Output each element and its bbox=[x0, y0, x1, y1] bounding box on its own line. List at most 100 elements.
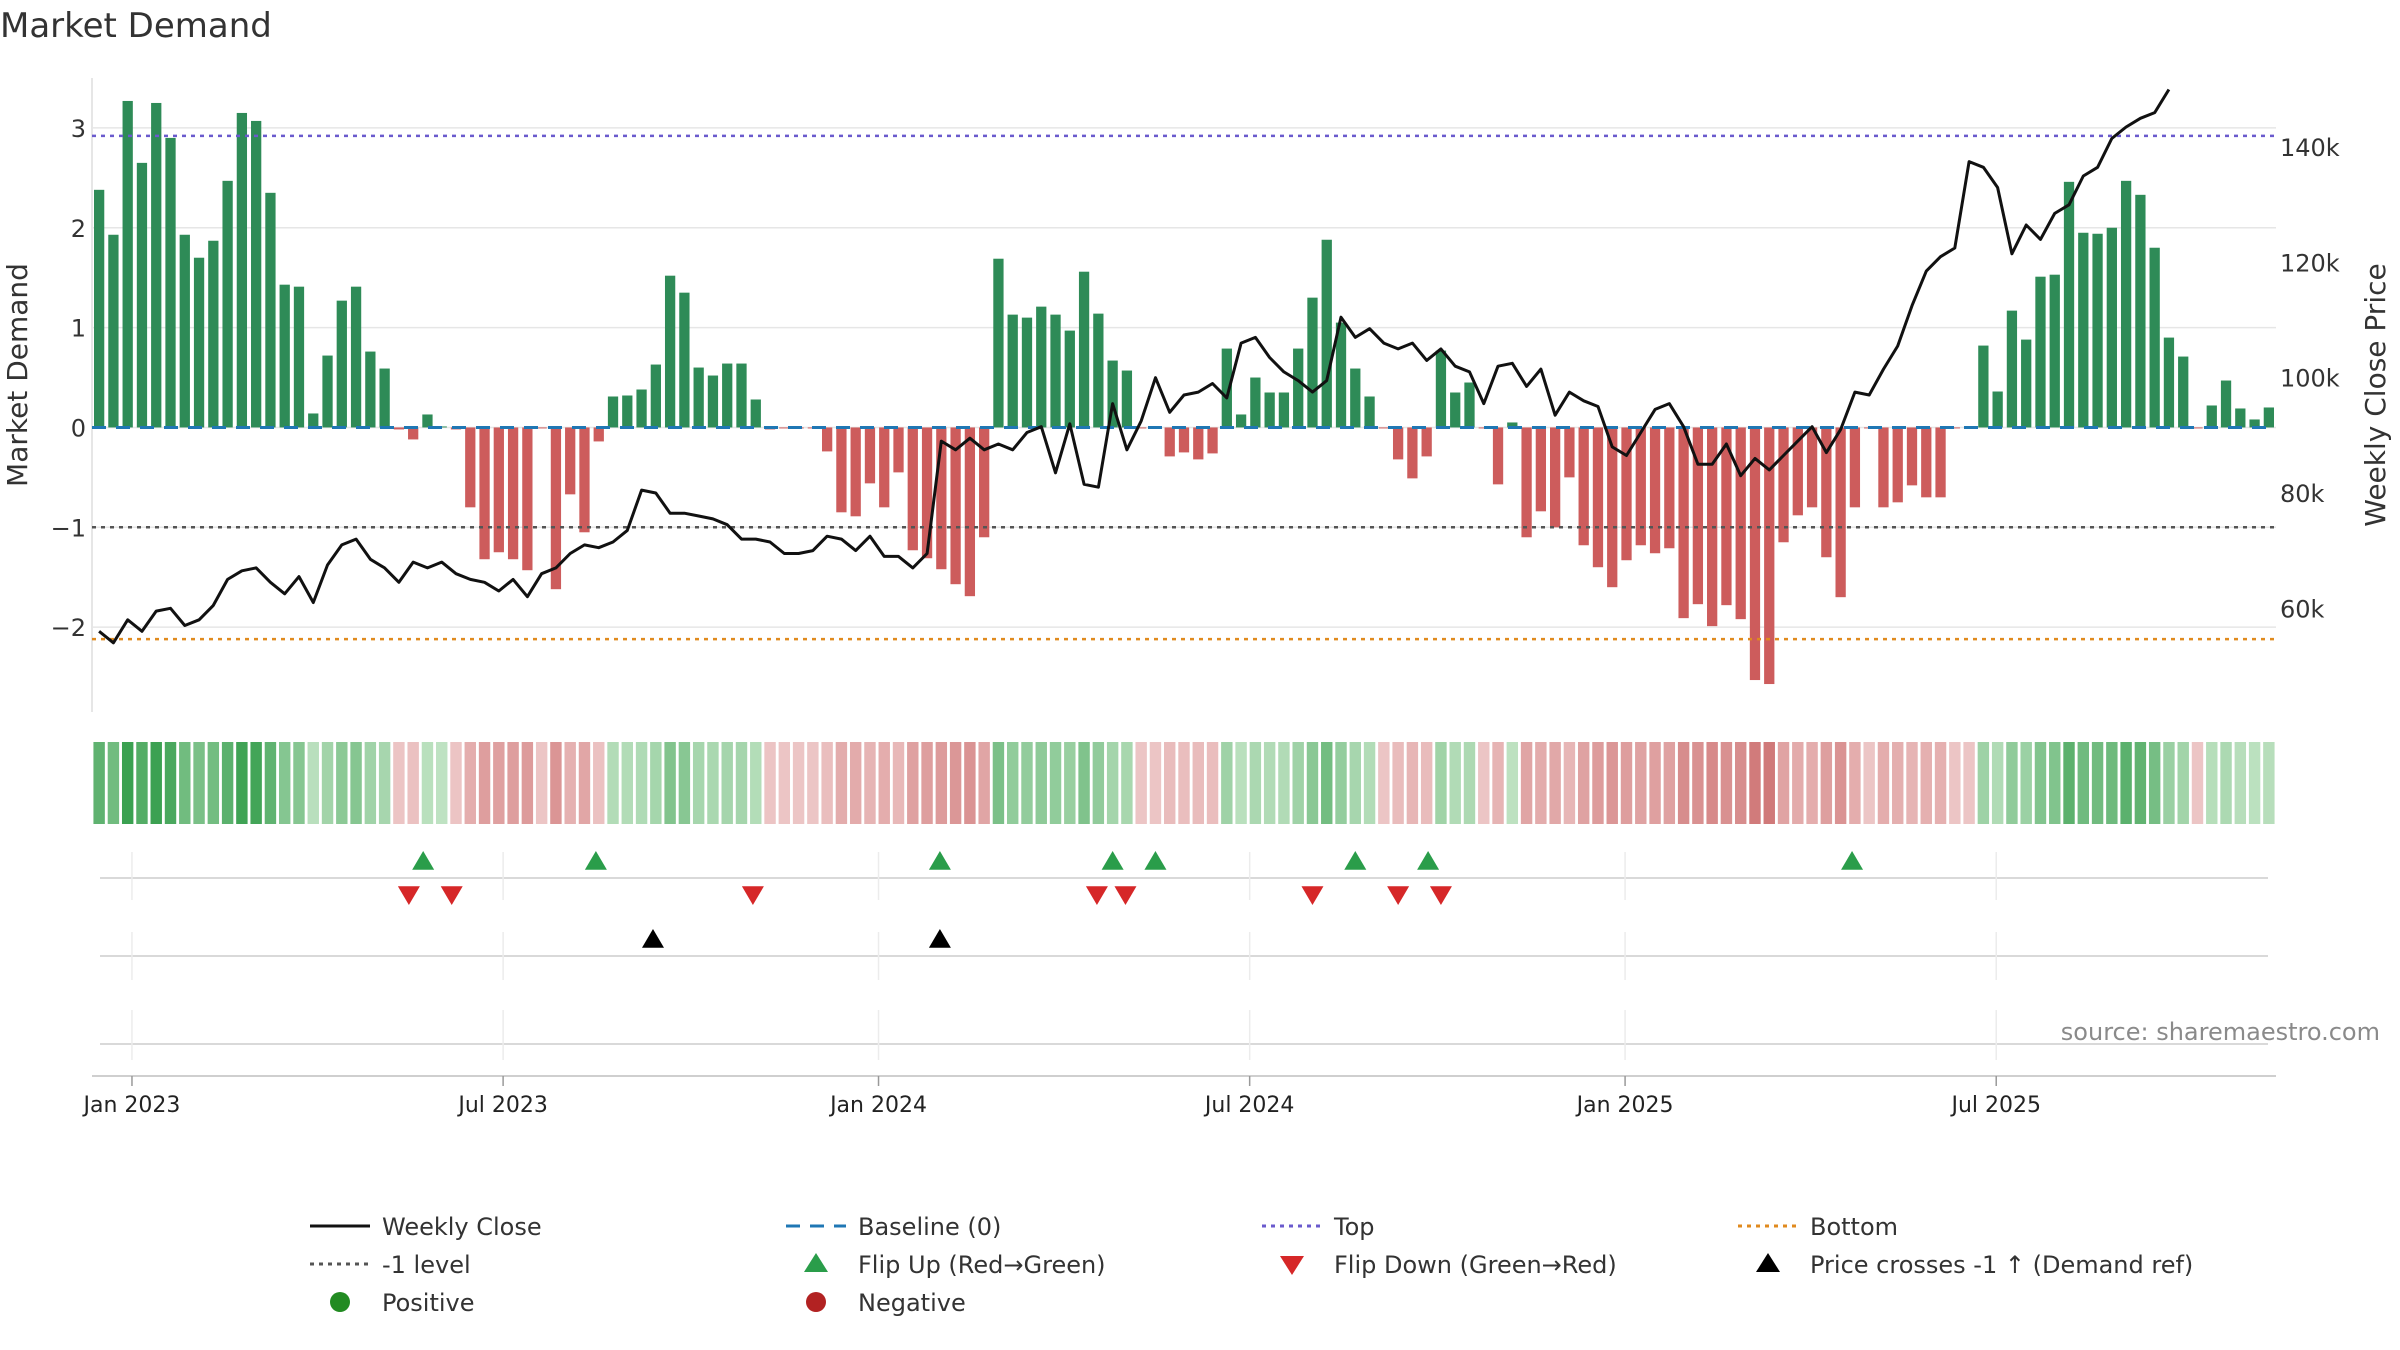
heat-cell bbox=[1635, 742, 1647, 824]
heat-cell bbox=[621, 742, 634, 824]
flip-down-marker bbox=[1301, 886, 1324, 905]
demand-bar bbox=[1464, 382, 1475, 428]
demand-bar bbox=[465, 427, 476, 508]
demand-bar bbox=[1792, 427, 1803, 516]
demand-bar bbox=[2135, 194, 2146, 428]
heat-cell bbox=[1420, 742, 1433, 824]
y-axis-right-label: Weekly Close Price bbox=[2359, 263, 2392, 526]
heat-cell bbox=[1592, 742, 1604, 824]
demand-bar bbox=[736, 363, 747, 428]
heat-cell bbox=[2091, 742, 2104, 824]
demand-bar bbox=[165, 137, 176, 428]
demand-bar bbox=[2049, 274, 2060, 428]
demand-bar bbox=[408, 427, 419, 440]
heat-cell bbox=[150, 742, 162, 824]
heat-cell bbox=[2134, 742, 2147, 824]
demand-bar bbox=[2220, 380, 2232, 428]
heat-cell bbox=[2106, 742, 2118, 824]
price-cross-marker bbox=[928, 929, 951, 948]
x-axis: Jan 2023 Jul 2023 Jan 2024 Jul 2024 Jan 2025… bbox=[82, 1075, 2276, 1118]
demand-bar bbox=[750, 399, 761, 428]
heat-cell bbox=[2263, 742, 2275, 824]
demand-bar bbox=[1549, 427, 1561, 528]
demand-bar bbox=[1221, 348, 1232, 428]
flip-up-marker bbox=[1101, 851, 1124, 870]
demand-bar bbox=[1507, 422, 1518, 428]
heat-cell bbox=[2234, 742, 2247, 824]
left-tick-label: 3 bbox=[71, 115, 86, 143]
heat-cell bbox=[1834, 742, 1847, 824]
legend: Weekly Close Baseline (0) Top Bottom -1 leve… bbox=[310, 1213, 2193, 1317]
right-tick-label: 60k bbox=[2280, 595, 2325, 623]
demand-heat-strip bbox=[93, 742, 2275, 824]
demand-bar bbox=[907, 427, 918, 551]
demand-bar bbox=[1021, 317, 1033, 428]
weekly-close-line bbox=[98, 88, 2171, 645]
demand-bar bbox=[1378, 427, 1389, 429]
demand-bar bbox=[1564, 427, 1575, 478]
heat-cell bbox=[264, 742, 277, 824]
demand-bar bbox=[350, 286, 362, 428]
demand-bar bbox=[1050, 314, 1061, 428]
demand-bar bbox=[1649, 427, 1661, 554]
heat-cell bbox=[1206, 742, 1219, 824]
heat-cell bbox=[607, 742, 619, 824]
demand-bar bbox=[2178, 356, 2189, 428]
heat-cell bbox=[1192, 742, 1204, 824]
heat-cell bbox=[1863, 742, 1875, 824]
heat-cell bbox=[764, 742, 776, 824]
demand-bar bbox=[1692, 427, 1704, 605]
demand-bar bbox=[2149, 247, 2160, 428]
heat-cell bbox=[750, 742, 762, 824]
heat-cell bbox=[1991, 742, 2004, 824]
demand-bar bbox=[1664, 427, 1675, 549]
demand-bar bbox=[1535, 427, 1547, 512]
source-label: source: sharemaestro.com bbox=[2061, 1018, 2380, 1046]
demand-bar bbox=[1392, 427, 1404, 460]
heat-cell bbox=[1106, 742, 1119, 824]
demand-bar bbox=[707, 375, 719, 428]
flip-up-marker bbox=[1417, 851, 1440, 870]
heat-cell bbox=[1349, 742, 1362, 824]
demand-bar bbox=[1407, 427, 1418, 479]
heat-cell bbox=[550, 742, 562, 824]
demand-bar bbox=[2263, 407, 2275, 428]
heat-cell bbox=[1135, 742, 1147, 824]
demand-bar bbox=[536, 427, 547, 429]
demand-bar bbox=[2078, 232, 2089, 428]
legend-label: -1 level bbox=[382, 1251, 471, 1279]
heat-cell bbox=[421, 742, 434, 824]
demand-bar bbox=[1278, 392, 1290, 428]
heat-cell bbox=[849, 742, 862, 824]
demand-bar bbox=[993, 258, 1004, 428]
heat-cell bbox=[2148, 742, 2161, 824]
heat-cell bbox=[907, 742, 919, 824]
heat-cell bbox=[350, 742, 362, 824]
heat-cell bbox=[1221, 742, 1233, 824]
heat-cell bbox=[1820, 742, 1833, 824]
heat-cell bbox=[1749, 742, 1761, 824]
demand-bar bbox=[850, 427, 861, 517]
demand-bar bbox=[2249, 419, 2260, 428]
demand-bar bbox=[565, 427, 576, 495]
heat-cell bbox=[2006, 742, 2018, 824]
demand-bar bbox=[893, 427, 904, 473]
demand-bar bbox=[679, 292, 690, 428]
demand-bar bbox=[1892, 427, 1903, 503]
heat-cell bbox=[635, 742, 648, 824]
heat-cell bbox=[1049, 742, 1062, 824]
demand-bar bbox=[964, 427, 976, 597]
heat-cell bbox=[664, 742, 676, 824]
demand-bar bbox=[722, 363, 733, 428]
demand-bar bbox=[1293, 348, 1304, 428]
left-tick-label: 1 bbox=[71, 315, 86, 343]
heat-cell bbox=[250, 742, 262, 824]
demand-bar bbox=[265, 192, 276, 428]
demand-bar bbox=[2021, 339, 2032, 428]
demand-bar bbox=[1806, 427, 1818, 508]
demand-bar bbox=[1635, 427, 1646, 546]
heat-cell bbox=[507, 742, 519, 824]
flip-down-marker bbox=[1429, 886, 1452, 905]
heat-cell bbox=[1606, 742, 1618, 824]
demand-bar bbox=[693, 367, 704, 428]
